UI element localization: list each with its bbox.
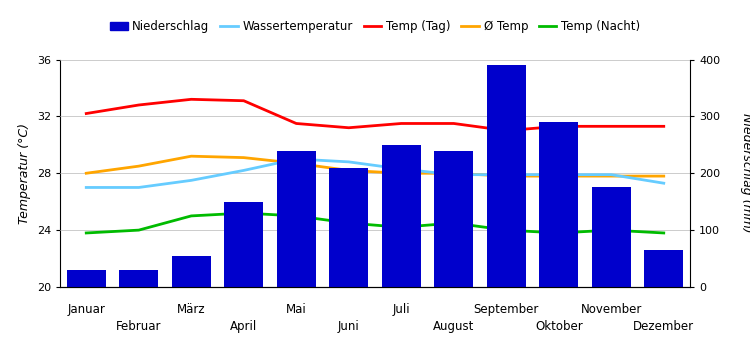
Text: Februar: Februar [116, 320, 161, 333]
Text: August: August [433, 320, 475, 333]
Bar [644, 250, 683, 287]
Text: Dezember: Dezember [633, 320, 694, 333]
Bar [487, 65, 526, 287]
Text: November: November [580, 303, 642, 316]
Y-axis label: Temperatur (°C): Temperatur (°C) [18, 123, 32, 224]
Y-axis label: Niederschlag (mm): Niederschlag (mm) [740, 113, 750, 233]
Bar [277, 150, 316, 287]
Text: Mai: Mai [286, 303, 307, 316]
Bar [539, 122, 578, 287]
Bar [172, 256, 211, 287]
Bar [224, 202, 263, 287]
Text: Oktober: Oktober [535, 320, 583, 333]
Text: Juli: Juli [392, 303, 410, 316]
Text: Januar: Januar [68, 303, 105, 316]
Text: März: März [177, 303, 206, 316]
Legend: Niederschlag, Wassertemperatur, Temp (Tag), Ø Temp, Temp (Nacht): Niederschlag, Wassertemperatur, Temp (Ta… [105, 15, 645, 38]
Text: April: April [230, 320, 257, 333]
Bar [67, 270, 106, 287]
Bar [434, 150, 473, 287]
Bar [592, 188, 631, 287]
Text: Juni: Juni [338, 320, 359, 333]
Bar [329, 168, 368, 287]
Bar [382, 145, 421, 287]
Bar [119, 270, 158, 287]
Text: September: September [473, 303, 539, 316]
